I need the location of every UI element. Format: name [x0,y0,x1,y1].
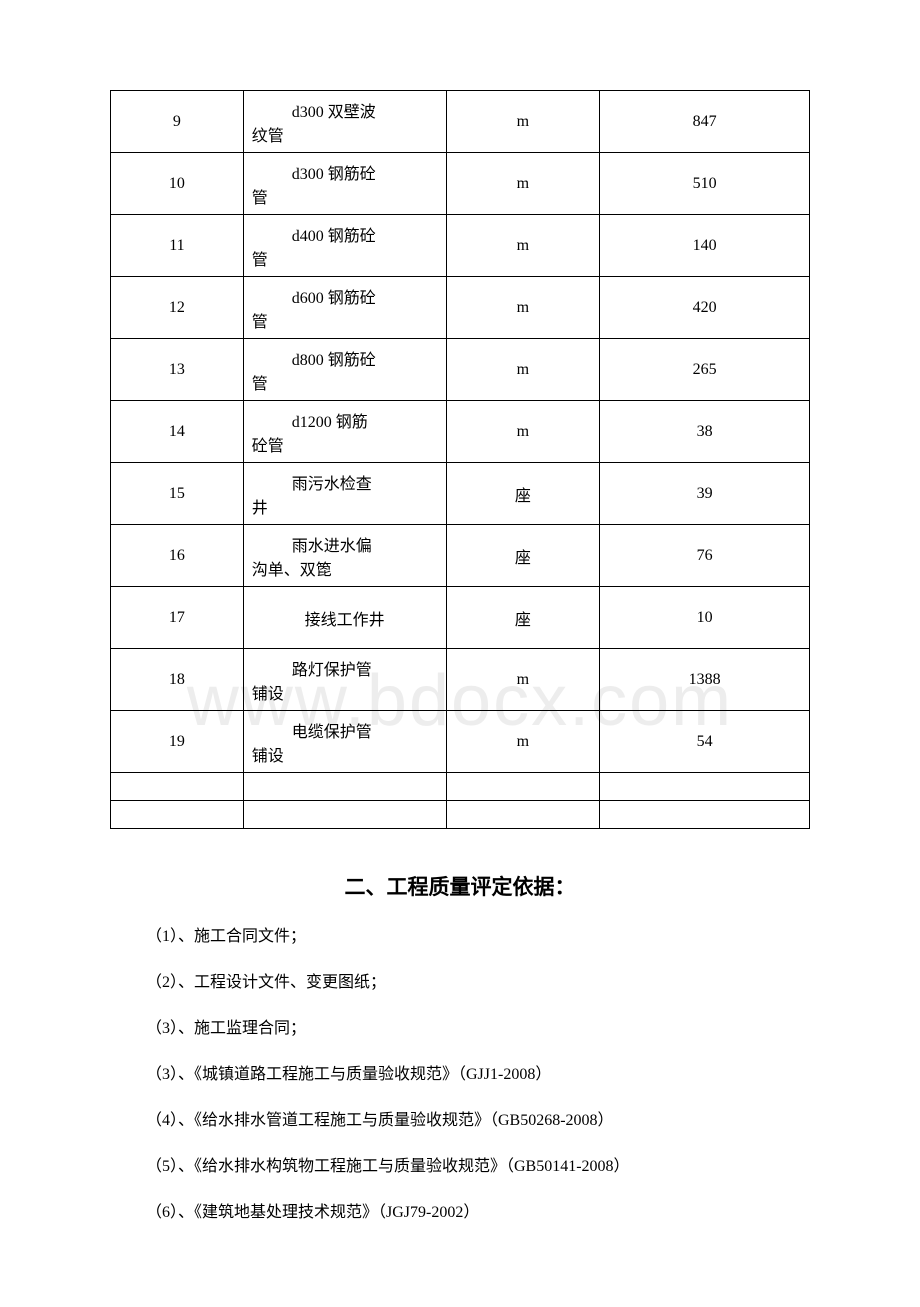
item-name-line2: 管 [244,370,446,394]
row-number: 9 [111,91,244,153]
item-name: 雨水进水偏沟单、双箆 [243,525,446,587]
quantity-table: 9d300 双壁波纹管m84710d300 钢筋砼管m51011d400 钢筋砼… [110,90,810,829]
row-number: 10 [111,153,244,215]
row-number: 14 [111,401,244,463]
row-number: 12 [111,277,244,339]
quantity: 510 [600,153,810,215]
item-name: 电缆保护管铺设 [243,711,446,773]
quantity: 38 [600,401,810,463]
table-row: 10d300 钢筋砼管m510 [111,153,810,215]
table-row: 9d300 双壁波纹管m847 [111,91,810,153]
list-item: （2）、工程设计文件、变更图纸； [146,971,810,995]
row-number: 15 [111,463,244,525]
quantity: 1388 [600,649,810,711]
item-name-line2: 管 [244,246,446,270]
item-name: 雨污水检查井 [243,463,446,525]
item-name: d300 双壁波纹管 [243,91,446,153]
row-number: 19 [111,711,244,773]
item-name-line2: 砼管 [244,432,446,456]
table-row: 14d1200 钢筋砼管m38 [111,401,810,463]
item-name-line1: d300 钢筋砼 [244,160,446,184]
quantity: 420 [600,277,810,339]
item-name: 路灯保护管铺设 [243,649,446,711]
item-name-line1: d800 钢筋砼 [244,346,446,370]
item-name-line1: 雨污水检查 [244,470,446,494]
table-row: 16雨水进水偏沟单、双箆座76 [111,525,810,587]
list-item: （3）、施工监理合同； [146,1017,810,1041]
quantity: 265 [600,339,810,401]
unit: m [446,401,600,463]
item-name-line2: 铺设 [244,742,446,766]
item-name-line1: d1200 钢筋 [244,408,446,432]
table-row: 11d400 钢筋砼管m140 [111,215,810,277]
unit: 座 [446,525,600,587]
item-name-line1: d300 双壁波 [244,98,446,122]
empty-cell [446,773,600,801]
item-name-line1: 路灯保护管 [244,656,446,680]
item-name: d400 钢筋砼管 [243,215,446,277]
unit: m [446,153,600,215]
list-item: （1）、施工合同文件； [146,925,810,949]
quantity: 39 [600,463,810,525]
unit: m [446,649,600,711]
item-name-line2: 沟单、双箆 [244,556,446,580]
unit: m [446,215,600,277]
item-name: d600 钢筋砼管 [243,277,446,339]
list-item: （3）、《城镇道路工程施工与质量验收规范》（GJJ1-2008） [146,1063,810,1087]
row-number: 11 [111,215,244,277]
row-number: 17 [111,587,244,649]
table-row: 15雨污水检查井座39 [111,463,810,525]
item-name-line1: 电缆保护管 [244,718,446,742]
table-row: 17接线工作井座10 [111,587,810,649]
item-name: d800 钢筋砼管 [243,339,446,401]
empty-cell [600,801,810,829]
unit: m [446,277,600,339]
quantity: 140 [600,215,810,277]
list-item: （5）、《给水排水构筑物工程施工与质量验收规范》（GB50141-2008） [146,1155,810,1179]
list-item: （6）、《建筑地基处理技术规范》（JGJ79-2002） [146,1201,810,1225]
row-number: 16 [111,525,244,587]
table-row-empty [111,773,810,801]
unit: m [446,339,600,401]
unit: m [446,91,600,153]
empty-cell [243,801,446,829]
item-name-line2: 管 [244,308,446,332]
item-name: d300 钢筋砼管 [243,153,446,215]
quantity: 54 [600,711,810,773]
empty-cell [600,773,810,801]
table-row: 18路灯保护管铺设m1388 [111,649,810,711]
item-name-line2: 铺设 [244,680,446,704]
unit: m [446,711,600,773]
item-name-line2: 井 [244,494,446,518]
quantity: 10 [600,587,810,649]
empty-cell [243,773,446,801]
table-row: 12d600 钢筋砼管m420 [111,277,810,339]
empty-cell [446,801,600,829]
empty-cell [111,801,244,829]
item-name-line2: 管 [244,184,446,208]
basis-list: （1）、施工合同文件； （2）、工程设计文件、变更图纸； （3）、施工监理合同； （3… [110,925,810,1225]
unit: 座 [446,587,600,649]
section-title: 二、工程质量评定依据： [110,871,810,901]
list-item: （4）、《给水排水管道工程施工与质量验收规范》（GB50268-2008） [146,1109,810,1133]
item-name: 接线工作井 [243,587,446,649]
item-name-line1: d400 钢筋砼 [244,222,446,246]
row-number: 18 [111,649,244,711]
quantity: 847 [600,91,810,153]
quantity: 76 [600,525,810,587]
item-name-line1: 雨水进水偏 [244,532,446,556]
item-name-line2: 纹管 [244,122,446,146]
item-name-line1: d600 钢筋砼 [244,284,446,308]
row-number: 13 [111,339,244,401]
item-name: d1200 钢筋砼管 [243,401,446,463]
table-row-empty [111,801,810,829]
table-row: 13d800 钢筋砼管m265 [111,339,810,401]
empty-cell [111,773,244,801]
table-row: 19电缆保护管铺设m54 [111,711,810,773]
unit: 座 [446,463,600,525]
